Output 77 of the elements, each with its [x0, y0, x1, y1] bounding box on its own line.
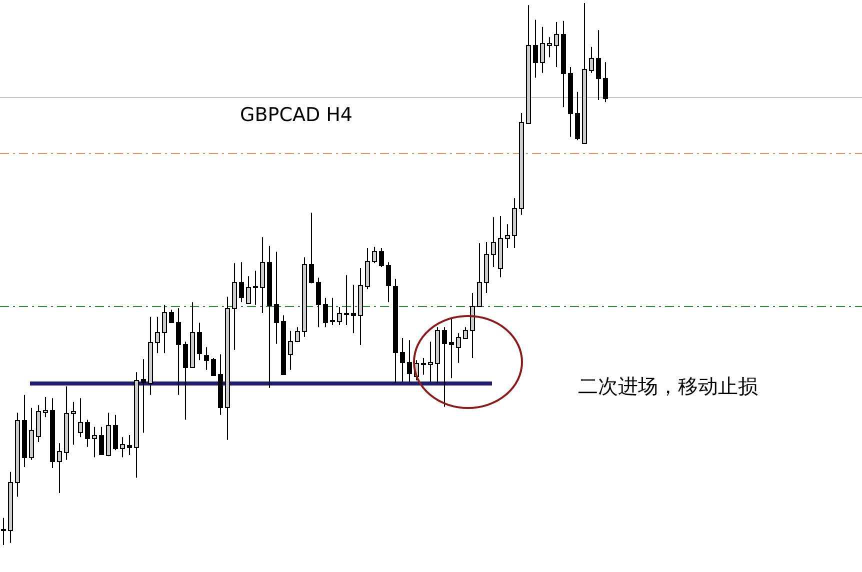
candlestick: [428, 341, 433, 382]
candlestick: [253, 270, 258, 306]
candlestick: [323, 297, 328, 328]
candlestick: [442, 326, 447, 408]
candlestick: [295, 326, 300, 342]
candlestick: [211, 358, 216, 376]
candlestick: [155, 316, 160, 354]
candlestick: [435, 326, 440, 384]
candlestick: [456, 332, 461, 364]
candlestick: [71, 401, 76, 446]
text: GBPCAD H4: [240, 104, 353, 126]
candlestick: [470, 292, 475, 359]
candlestick: [379, 247, 384, 268]
candlestick: [372, 246, 377, 264]
candlestick: [127, 434, 132, 456]
candlestick: [449, 317, 454, 379]
candlestick: [344, 274, 349, 326]
candlestick: [596, 30, 601, 101]
candlestick: [29, 407, 34, 460]
candlestick: [92, 426, 97, 458]
candlestick: [330, 297, 335, 326]
candlestick: [421, 358, 426, 376]
candlestick: [274, 251, 279, 344]
candlestick: [484, 242, 489, 294]
candlestick: [225, 296, 230, 440]
candlestick: [197, 322, 202, 361]
candlestick: [603, 62, 608, 103]
candlestick: [505, 224, 510, 248]
candlestick: [204, 346, 209, 370]
candlestick: [309, 212, 314, 284]
candlestick: [113, 414, 118, 451]
candlestick: [15, 412, 20, 498]
candlestick: [400, 337, 405, 382]
candlestick: [120, 436, 125, 458]
candlestick: [239, 262, 244, 303]
candlestick: [64, 386, 69, 460]
candlestick: [43, 396, 48, 418]
candlestick: [407, 340, 412, 382]
candlestick: [78, 398, 83, 438]
candlestick: [589, 46, 594, 74]
candlestick: [351, 284, 356, 334]
candlestick: [246, 276, 251, 304]
candlestick: [134, 372, 139, 478]
candlestick: [463, 326, 468, 340]
candlestick: [365, 247, 370, 290]
candlestick: [106, 412, 111, 457]
candlestick: [533, 19, 538, 78]
candlestick: [288, 330, 293, 370]
candlestick: [176, 308, 181, 396]
candlestick: [8, 471, 13, 544]
candlestick: [260, 236, 265, 314]
candlestick: [498, 216, 503, 278]
candlestick: [141, 358, 146, 434]
candlestick: [302, 256, 307, 338]
candlestick: [169, 309, 174, 324]
candlestick: [519, 112, 524, 216]
candlestick: [57, 442, 62, 494]
candlestick: [547, 36, 552, 58]
candlestick: [358, 268, 363, 346]
annotation: 二次进场，移动止损: [578, 374, 758, 398]
candlestick: [99, 426, 104, 456]
candlestick: [162, 304, 167, 354]
candlestick: [337, 306, 342, 326]
candlestick: [386, 262, 391, 303]
candlestick: [1, 517, 6, 546]
candlestick: [85, 419, 90, 448]
candlestick: [36, 404, 41, 443]
candlestick: [491, 216, 496, 268]
candlestick: [540, 26, 545, 74]
candlestick: [477, 242, 482, 308]
candlestick: [232, 262, 237, 350]
candlestick: [148, 316, 153, 396]
candlestick: [554, 21, 559, 68]
candlestick: [183, 341, 188, 420]
candlestick: [512, 198, 517, 248]
candlestick: [190, 302, 195, 368]
candlestick: [316, 277, 321, 328]
